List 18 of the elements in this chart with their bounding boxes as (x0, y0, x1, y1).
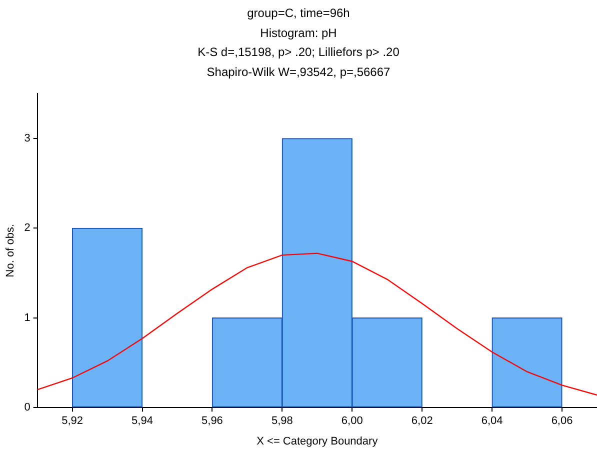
chart-title: group=C, time=96h (246, 5, 351, 22)
y-axis-title: No. of obs. (4, 224, 17, 278)
x-tick-label: 5,98 (271, 415, 293, 428)
x-axis-title: X <= Category Boundary (256, 435, 378, 448)
x-tick-label: 6,00 (341, 415, 363, 428)
y-tick-label: 3 (24, 132, 30, 144)
x-tick-label: 6,06 (551, 415, 573, 428)
x-tick-label: 6,04 (481, 415, 503, 428)
y-tick-label: 0 (24, 402, 30, 414)
text: Shapiro-Wilk W=,93542, p=,56667 (206, 64, 392, 80)
chart-subtitle: Histogram: pH (259, 24, 338, 42)
y-tick-label: 2 (24, 222, 30, 234)
x-tick-label: 5,94 (132, 415, 153, 428)
y-tick-label: 1 (24, 312, 30, 324)
x-tick-label: 5,96 (202, 415, 223, 428)
x-tick-label: 5,92 (62, 415, 84, 428)
x-tick-label: 6,02 (411, 415, 433, 428)
text: K-S d=,15198, p> .20; Lilliefors p> .20 (196, 44, 400, 61)
